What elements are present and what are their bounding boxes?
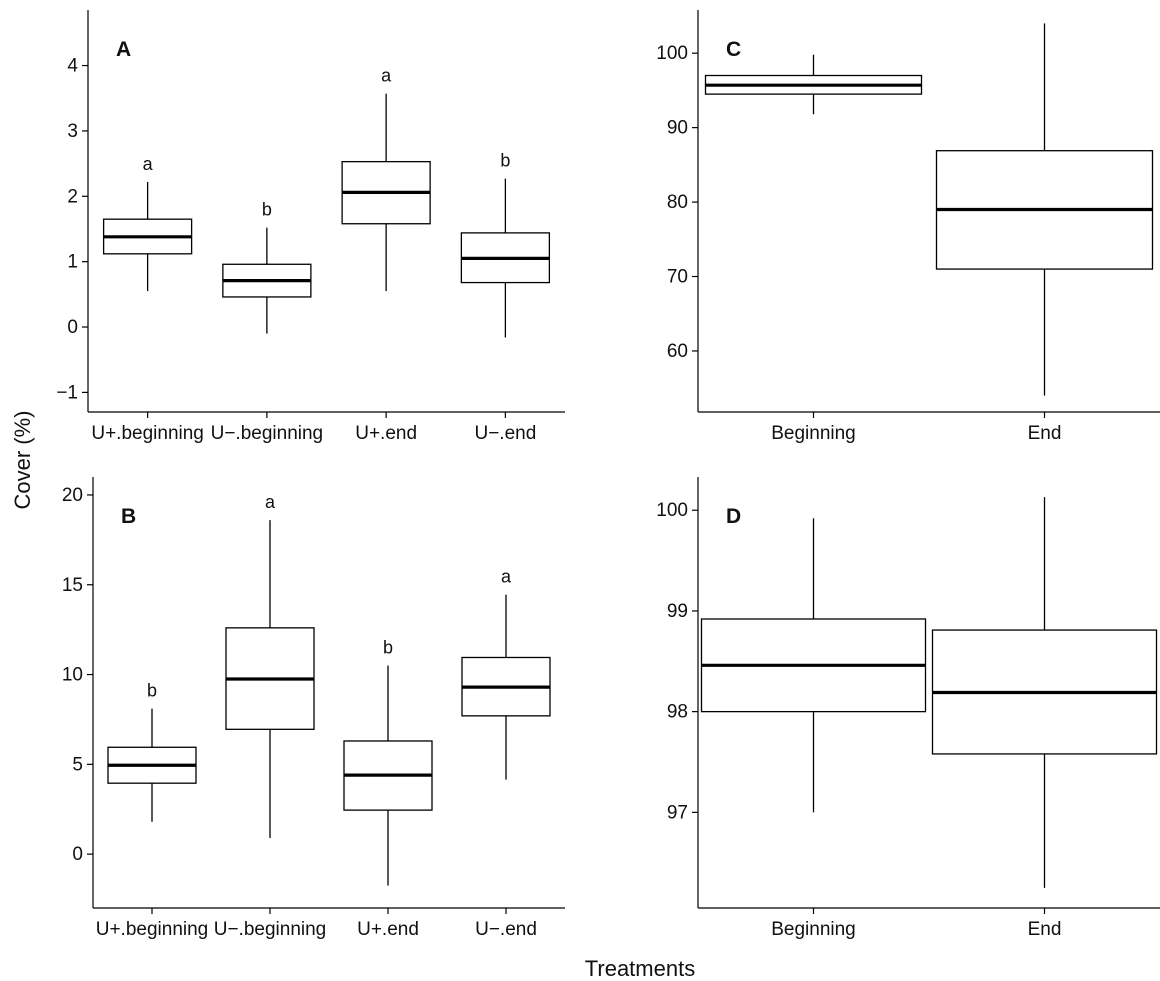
- panel-label: C: [726, 38, 741, 61]
- y-tick-label: 98: [667, 702, 688, 723]
- y-tick-label: −1: [56, 382, 78, 403]
- significance-letter: a: [501, 567, 512, 587]
- x-tick-label: U−.beginning: [211, 423, 324, 444]
- y-tick-label: 0: [72, 844, 83, 865]
- x-tick-label: U+.end: [355, 423, 417, 444]
- panel-d: 97 98 99 100 Beginning End D: [656, 477, 1160, 940]
- y-tick-label: 80: [667, 192, 688, 213]
- x-tick-label: U−.end: [475, 919, 537, 940]
- significance-letter: b: [383, 638, 393, 658]
- y-tick-label: 100: [656, 500, 688, 521]
- y-tick-label: 20: [62, 485, 83, 506]
- panel-b: 0 5 10 15 20 U+.beginning U−.beginning U+.end U−…: [62, 477, 565, 940]
- y-tick-label: 70: [667, 267, 688, 288]
- y-tick-label: 10: [62, 665, 83, 686]
- significance-letter: b: [262, 200, 272, 220]
- x-tick-label: End: [1028, 423, 1062, 444]
- significance-letter: b: [500, 151, 510, 171]
- y-tick-label: 3: [67, 121, 78, 142]
- y-tick-label: 1: [67, 252, 78, 273]
- x-tick-label: End: [1028, 919, 1062, 940]
- y-tick-label: 5: [72, 754, 83, 775]
- y-tick-label: 99: [667, 601, 688, 622]
- x-tick-label: U−.end: [474, 423, 536, 444]
- panel-label: D: [726, 505, 741, 528]
- y-tick-label: 100: [656, 43, 688, 64]
- x-tick-label: U+.beginning: [96, 919, 209, 940]
- x-axis-title: Treatments: [585, 956, 695, 981]
- significance-letter: a: [265, 492, 276, 512]
- significance-letter: b: [147, 681, 157, 701]
- panel-label: A: [116, 38, 131, 61]
- y-tick-label: 60: [667, 341, 688, 362]
- y-tick-label: 2: [67, 186, 78, 207]
- y-tick-label: 15: [62, 575, 83, 596]
- significance-letter: a: [143, 154, 154, 174]
- significance-letter: a: [381, 66, 392, 86]
- y-tick-label: 90: [667, 118, 688, 139]
- x-tick-label: Beginning: [771, 919, 856, 940]
- panel-label: B: [121, 505, 136, 528]
- panel-a: −1 0 1 2 3 4 U+.beginning U−.beginning U+.end U−.…: [56, 10, 565, 444]
- x-tick-label: U+.beginning: [91, 423, 204, 444]
- y-tick-label: 4: [67, 56, 78, 77]
- y-tick-label: 97: [667, 802, 688, 823]
- panel-c: 60 70 80 90 100 Beginning End C: [656, 10, 1160, 444]
- y-tick-label: 0: [67, 317, 78, 338]
- x-tick-label: Beginning: [771, 423, 856, 444]
- x-tick-label: U+.end: [357, 919, 419, 940]
- x-tick-label: U−.beginning: [214, 919, 327, 940]
- y-axis-title: Cover (%): [10, 410, 35, 509]
